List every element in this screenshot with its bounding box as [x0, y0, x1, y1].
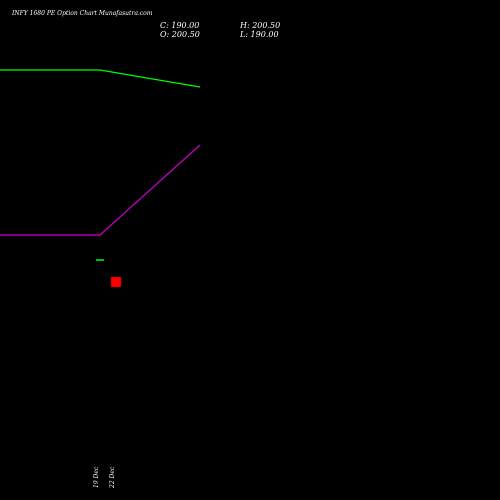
ohlc-low: L: 190.00	[240, 30, 279, 39]
ohlc-close: C: 190.00	[160, 21, 200, 30]
ohlc-high: H: 200.50	[240, 21, 281, 30]
chart-title: INFY 1680 PE Option Chart Munafasutra.co…	[12, 10, 153, 17]
x-tick-label: 19 Dec	[93, 466, 100, 488]
ohlc-open: O: 200.50	[160, 30, 200, 39]
series-magenta-line	[0, 144, 201, 236]
series-green-line	[0, 69, 201, 88]
x-tick-label: 22 Dec	[109, 466, 116, 489]
candle-1	[110, 276, 122, 288]
